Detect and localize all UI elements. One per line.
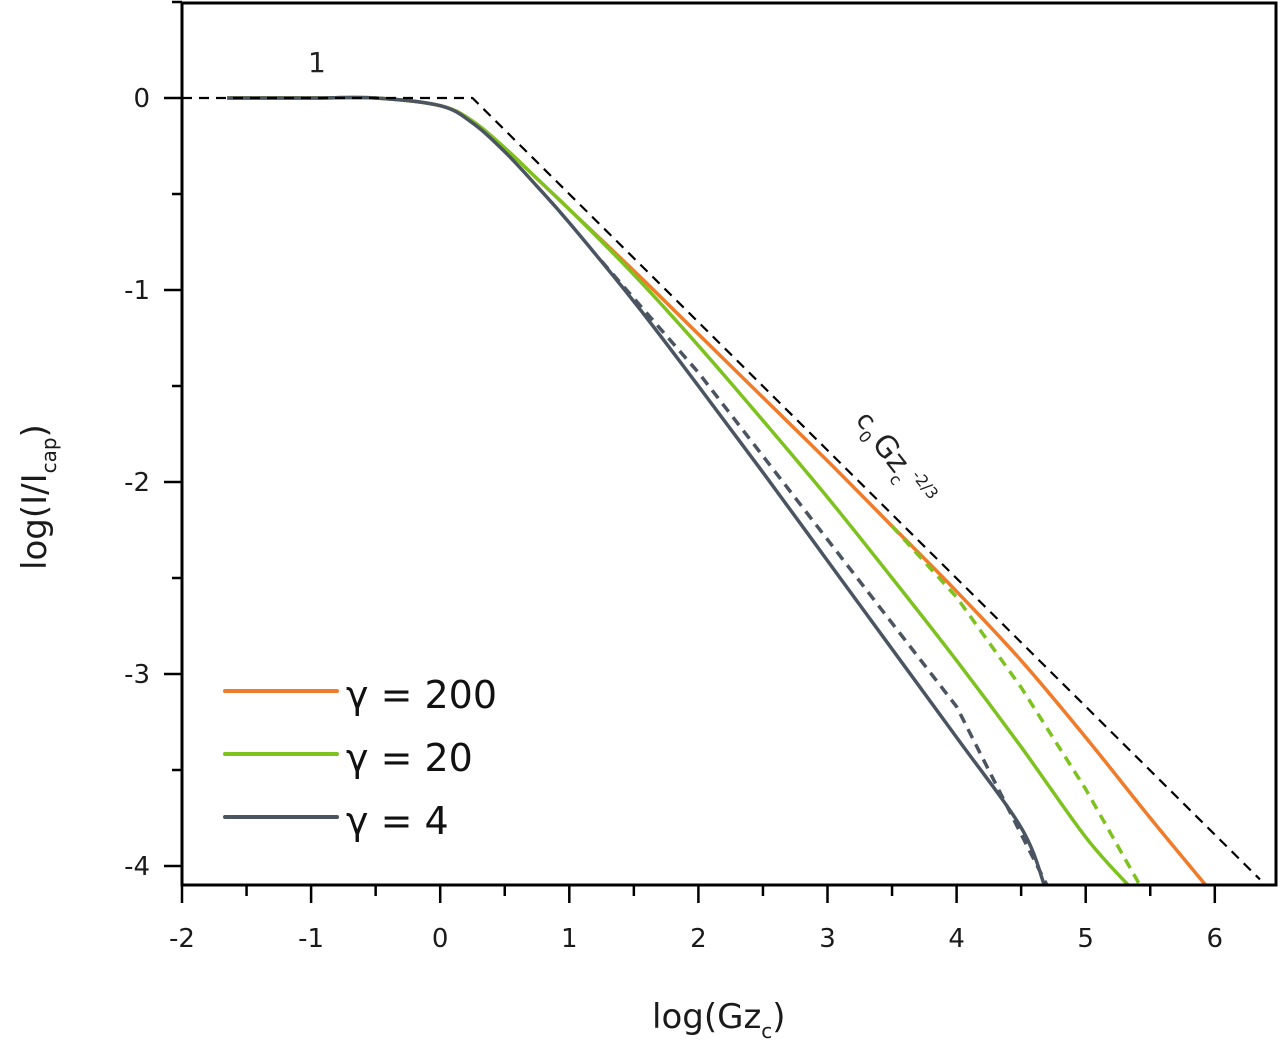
- legend: γ = 200 γ = 20 γ = 4: [223, 673, 497, 843]
- y-tick-label: 0: [133, 84, 150, 114]
- legend-label: γ = 200: [346, 673, 497, 717]
- plateau-label: 1: [308, 46, 326, 79]
- x-tick-label: 3: [819, 924, 836, 954]
- y-tick-label: -4: [124, 852, 150, 882]
- x-tick-label: 5: [1077, 924, 1094, 954]
- x-tick-label: 6: [1207, 924, 1224, 954]
- y-tick-label: -1: [124, 276, 150, 306]
- y-tick-label: -3: [124, 660, 150, 690]
- legend-label: γ = 20: [346, 736, 473, 780]
- legend-item-gamma-4[interactable]: γ = 4: [223, 799, 449, 843]
- plot-frame: [180, 1, 1278, 887]
- x-tick-label: -1: [298, 924, 324, 954]
- x-tick-label: -2: [169, 924, 195, 954]
- legend-item-gamma-20[interactable]: γ = 20: [223, 736, 473, 780]
- series-line-20-asymptote: [890, 524, 1142, 885]
- y-axis-ticks: 0 -1 -2 -3 -4: [124, 0, 182, 882]
- asymptote-dashed-line: [182, 96, 1261, 881]
- x-tick-label: 2: [690, 924, 707, 954]
- y-tick-label: -2: [124, 468, 150, 498]
- svg-text:c0Gzc-2/3: c0Gzc -2/3: [844, 405, 942, 516]
- x-tick-label: 4: [948, 924, 965, 954]
- y-axis-title: log(I/Icap): [15, 424, 61, 570]
- slope-asymptote-label: c0Gzc -2/3: [844, 405, 942, 516]
- x-tick-label: 0: [432, 924, 449, 954]
- series-line-4-asymptote: [600, 260, 1049, 885]
- legend-item-gamma-200[interactable]: γ = 200: [223, 673, 497, 717]
- series-layer: [182, 95, 1261, 885]
- legend-label: γ = 4: [346, 799, 449, 843]
- x-axis-ticks: -2 -1 0 1 2 3 4 5 6: [169, 885, 1223, 954]
- x-axis-title: log(Gzc): [652, 997, 786, 1042]
- series-line-4: [227, 95, 1047, 885]
- x-tick-label: 1: [561, 924, 578, 954]
